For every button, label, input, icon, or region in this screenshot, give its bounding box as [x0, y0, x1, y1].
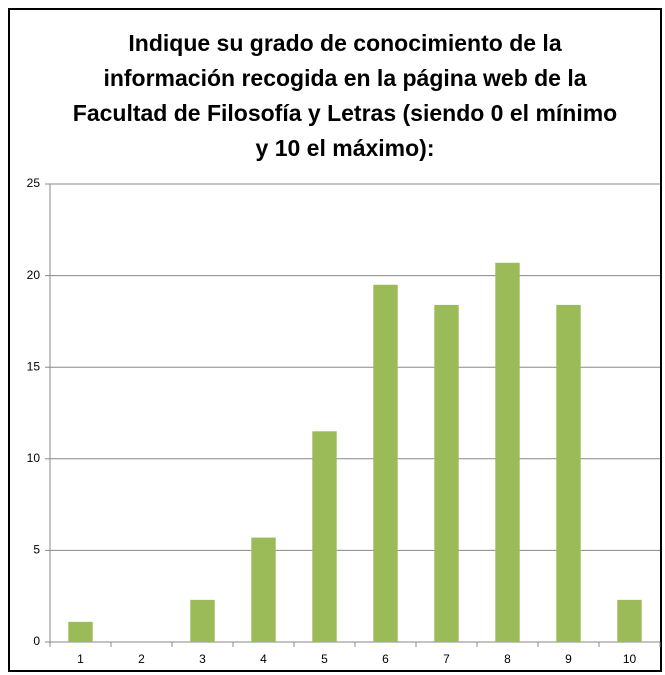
- bar: [312, 431, 337, 642]
- y-tick-label: 15: [27, 359, 41, 373]
- x-tick-label: 7: [443, 652, 450, 666]
- x-tick-label: 9: [565, 652, 572, 666]
- x-tick-label: 5: [321, 652, 328, 666]
- bar: [434, 304, 459, 642]
- y-tick-label: 0: [33, 634, 40, 648]
- bar: [190, 599, 215, 642]
- x-tick-label: 6: [382, 652, 389, 666]
- x-tick-label: 10: [623, 652, 637, 666]
- y-tick-label: 10: [27, 451, 41, 465]
- x-tick-label: 3: [199, 652, 206, 666]
- bar: [251, 537, 276, 642]
- bar: [495, 262, 520, 642]
- chart-title: Indique su grado de conocimiento de la i…: [72, 30, 618, 161]
- x-tick-label: 8: [504, 652, 511, 666]
- bar: [68, 621, 93, 642]
- y-tick-label: 5: [33, 543, 40, 557]
- bar: [617, 599, 642, 642]
- bar: [556, 304, 581, 642]
- x-tick-label: 4: [260, 652, 267, 666]
- bar: [373, 284, 398, 642]
- frame: [8, 8, 662, 672]
- x-tick-label: 1: [77, 652, 84, 666]
- y-tick-label: 25: [27, 176, 41, 190]
- x-tick-label: 2: [138, 652, 145, 666]
- y-tick-label: 20: [27, 268, 41, 282]
